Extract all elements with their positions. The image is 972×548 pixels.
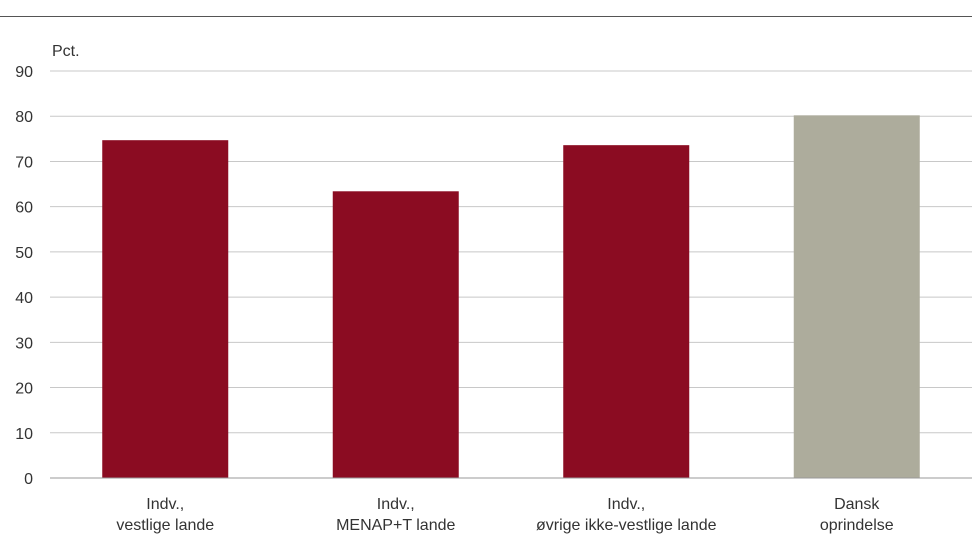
y-tick-label: 70 <box>15 154 33 171</box>
y-tick-label: 90 <box>15 64 33 81</box>
bar-2 <box>563 145 690 479</box>
bar-0 <box>102 140 229 478</box>
y-tick-label: 0 <box>24 471 33 488</box>
y-tick-label: 20 <box>15 381 33 398</box>
bar-3 <box>793 115 920 478</box>
bar-1 <box>332 191 459 478</box>
y-tick-label: 10 <box>15 426 33 443</box>
y-tick-labels: 0 10 20 30 40 50 60 70 80 90 <box>15 64 33 488</box>
y-tick-label: 50 <box>15 245 33 262</box>
bars <box>102 115 920 479</box>
x-category-label: Indv., vestlige lande <box>116 496 214 534</box>
y-tick-label: 60 <box>15 200 33 217</box>
x-category-label-line: MENAP+T lande <box>336 517 455 534</box>
y-tick-label: 80 <box>15 109 33 126</box>
x-category-label: Indv., øvrige ikke-vestlige lande <box>536 496 717 534</box>
y-tick-label: 40 <box>15 290 33 307</box>
x-category-label-line: vestlige lande <box>116 517 214 534</box>
x-category-label-line: øvrige ikke-vestlige lande <box>536 517 717 534</box>
x-category-label-line: Dansk <box>834 496 880 513</box>
y-axis-label: Pct. <box>52 43 80 60</box>
x-category-label: Indv., MENAP+T lande <box>336 496 455 534</box>
x-category-label-line: Indv., <box>607 496 645 513</box>
x-category-label-line: Indv., <box>146 496 184 513</box>
x-category-label-line: Indv., <box>377 496 415 513</box>
title-bar <box>0 0 972 17</box>
x-category-label: Dansk oprindelse <box>820 496 894 534</box>
x-category-label-line: oprindelse <box>820 517 894 534</box>
y-tick-label: 30 <box>15 335 33 352</box>
